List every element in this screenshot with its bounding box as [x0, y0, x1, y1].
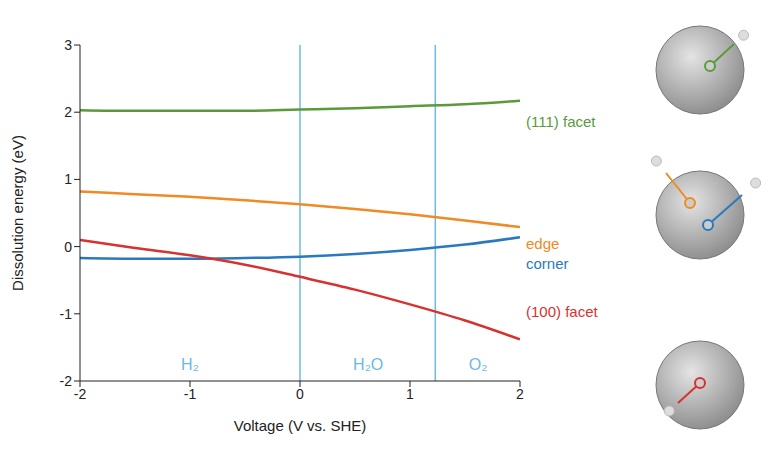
svg-text:edge: edge: [526, 235, 559, 252]
svg-text:2: 2: [64, 104, 72, 120]
svg-text:3: 3: [64, 37, 72, 53]
svg-text:Dissolution energy (eV): Dissolution energy (eV): [9, 135, 26, 291]
svg-text:1: 1: [406, 386, 414, 402]
svg-text:1: 1: [64, 171, 72, 187]
svg-text:H₂: H₂: [181, 356, 199, 373]
svg-text:-2: -2: [74, 386, 87, 402]
svg-text:corner: corner: [526, 255, 569, 272]
svg-text:2: 2: [516, 386, 524, 402]
svg-text:-1: -1: [60, 306, 73, 322]
svg-text:Voltage (V vs. SHE): Voltage (V vs. SHE): [234, 417, 367, 434]
svg-text:0: 0: [296, 386, 304, 402]
svg-text:(100) facet: (100) facet: [526, 303, 599, 320]
svg-text:O₂: O₂: [469, 356, 488, 373]
svg-text:-2: -2: [60, 373, 73, 389]
svg-text:-1: -1: [184, 386, 197, 402]
svg-text:(111) facet: (111) facet: [526, 113, 596, 130]
svg-text:0: 0: [64, 239, 72, 255]
svg-text:H₂O: H₂O: [353, 356, 383, 373]
